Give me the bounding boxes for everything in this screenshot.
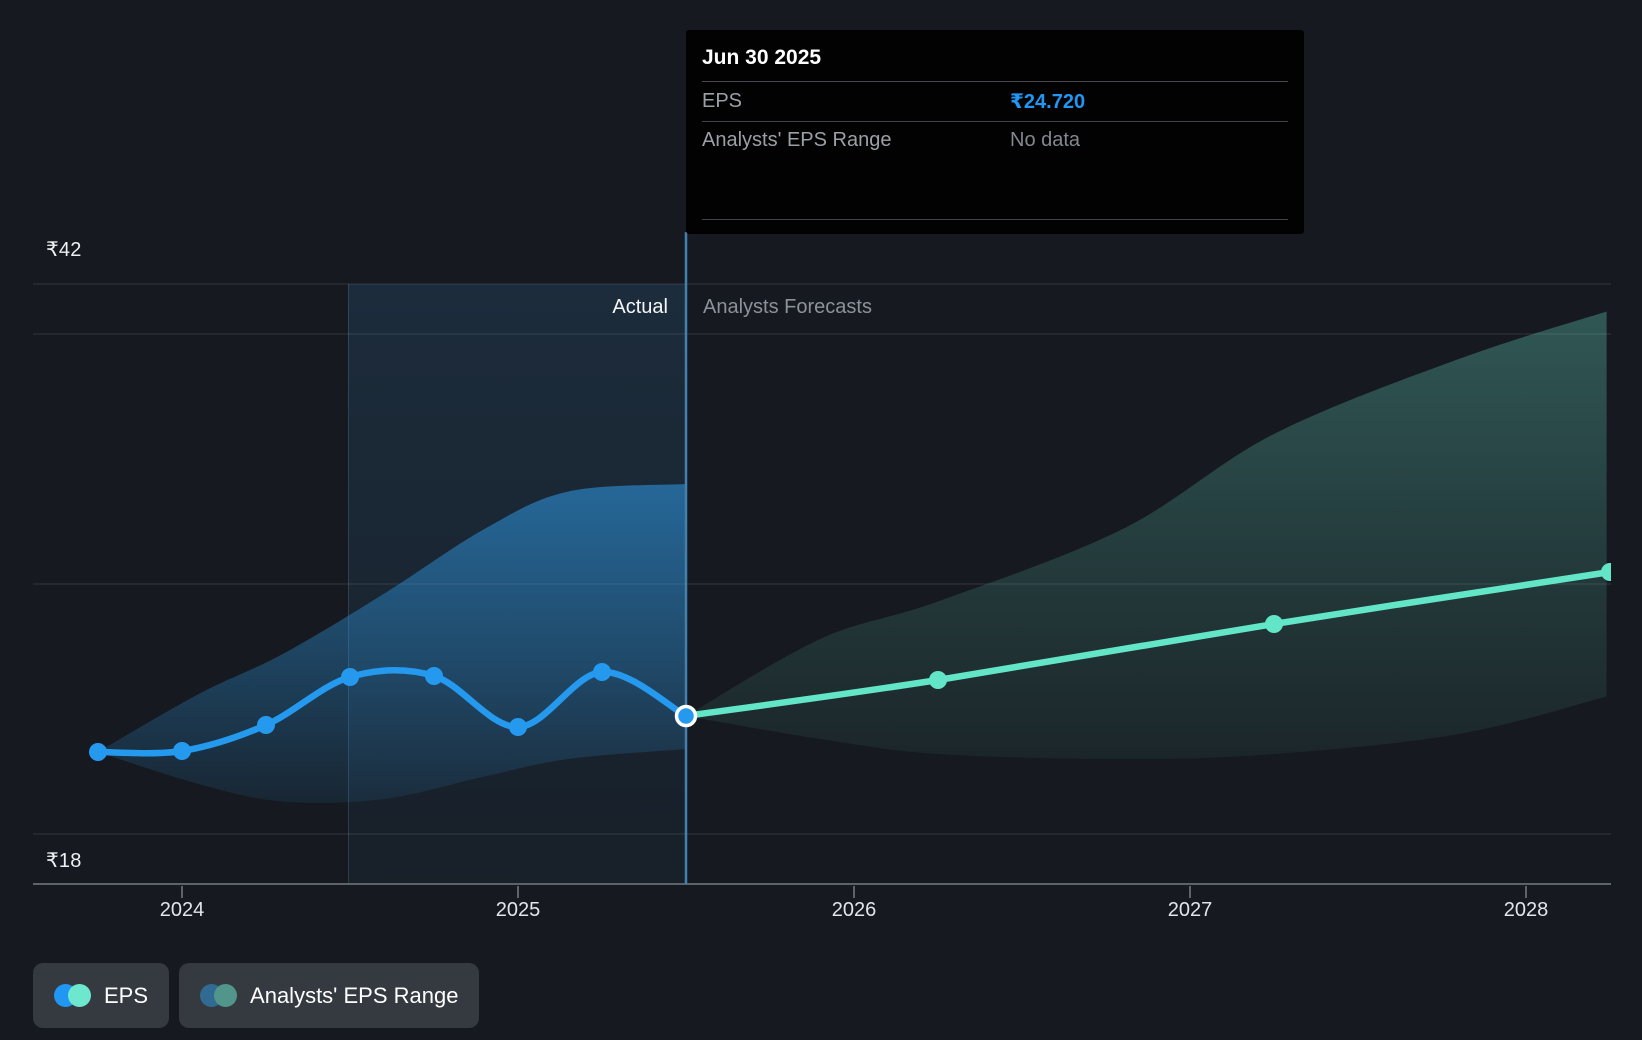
eps-point-actual-2[interactable] [257,716,275,734]
eps-point-actual-6[interactable] [593,663,611,681]
y-axis-min-label: ₹18 [46,850,82,872]
eps-point-actual-0[interactable] [89,743,107,761]
tooltip-eps-value: ₹24.720 [1010,91,1086,113]
tooltip-eps-row: EPS ₹24.720 [702,82,1288,122]
tooltip-range-row: Analysts' EPS Range No data [702,122,1288,159]
tooltip-date: Jun 30 2025 [702,30,1288,82]
eps-point-actual-4[interactable] [425,667,443,685]
x-axis-label-2024: 2024 [159,899,205,921]
eps-point-actual-3[interactable] [341,668,359,686]
y-axis-max-label: ₹42 [46,239,82,261]
current-eps-point[interactable] [674,704,698,728]
legend-dots-icon [200,984,238,1007]
x-axis-label-2027: 2027 [1167,899,1213,921]
tooltip-range-label: Analysts' EPS Range [702,129,892,151]
eps-point-actual-5[interactable] [509,718,527,736]
legend-dots-icon [54,984,91,1007]
forecast-section-label: Analysts Forecasts [703,296,872,318]
forecast-eps-line [682,568,1611,720]
legend-dot-icon [214,984,238,1007]
tooltip-range-value: No data [1010,129,1081,151]
x-axis-label-2025: 2025 [495,899,541,921]
tooltip-divider-line [702,219,1288,220]
chart-legend: EPS Analysts' EPS Range [33,963,480,1028]
forecast-eps-range-band [686,311,1607,759]
actual-section-label: Actual [612,296,668,318]
legend-chip-eps[interactable]: EPS [33,963,170,1028]
legend-label: Analysts' EPS Range [250,982,459,1008]
eps-point-forecast-2[interactable] [1601,563,1619,581]
eps-point-actual-1[interactable] [173,742,191,760]
x-axis-label-2026: 2026 [831,899,877,921]
eps-point-forecast-0[interactable] [929,671,947,689]
chart-tooltip: Jun 30 2025 EPS ₹24.720 Analysts' EPS Ra… [686,30,1304,234]
x-axis-label-2028: 2028 [1503,899,1549,921]
actual-eps-range-band [98,484,686,803]
tooltip-eps-label: EPS [702,90,743,112]
legend-chip-analysts-eps-range[interactable]: Analysts' EPS Range [179,963,480,1028]
eps-point-forecast-1[interactable] [1265,615,1283,633]
legend-dot-icon [68,984,91,1007]
legend-label: EPS [104,982,149,1008]
